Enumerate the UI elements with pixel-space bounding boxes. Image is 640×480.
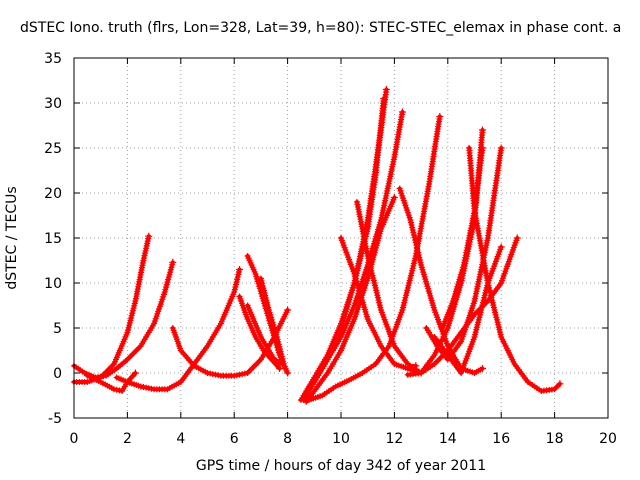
grid <box>74 58 608 418</box>
y-tick-label: 10 <box>44 276 62 292</box>
x-tick-label: 4 <box>176 431 185 447</box>
x-axis-label: GPS time / hours of day 342 of year 2011 <box>196 458 486 474</box>
y-tick-label: -5 <box>48 411 62 427</box>
data-point <box>513 234 521 242</box>
data-point <box>398 108 406 116</box>
data-point <box>479 365 487 372</box>
y-tick-label: 0 <box>53 366 62 382</box>
data-point <box>390 194 398 201</box>
y-axis-label: dSTEC / TECUs <box>4 186 20 289</box>
x-tick-label: 8 <box>283 431 292 447</box>
x-tick-label: 0 <box>70 431 79 447</box>
data-point <box>145 232 153 240</box>
x-tick-label: 2 <box>123 431 132 447</box>
x-tick-label: 16 <box>492 431 510 447</box>
x-tick-label: 12 <box>385 431 403 447</box>
data-point <box>479 144 487 152</box>
x-tick-label: 20 <box>599 431 617 447</box>
x-tick-label: 18 <box>546 431 564 447</box>
y-tick-label: 35 <box>44 51 62 67</box>
y-tick-label: 25 <box>44 141 62 157</box>
x-tick-label: 6 <box>230 431 239 447</box>
data-point <box>497 243 505 251</box>
data-point <box>380 95 388 102</box>
x-tick-label: 14 <box>439 431 457 447</box>
axis-ticks: 0 2 4 6 8 10 12 14 16 18 20 -5 0 5 10 15 20 25 30 35 <box>44 51 617 447</box>
data-point <box>131 369 139 377</box>
data-point <box>497 144 505 152</box>
series-layer <box>71 86 564 405</box>
data-point <box>169 258 177 266</box>
data-point <box>556 380 564 388</box>
data-point <box>284 306 292 314</box>
x-tick-label: 10 <box>332 431 350 447</box>
data-point <box>382 86 390 93</box>
data-point <box>276 365 284 372</box>
y-tick-label: 30 <box>44 96 62 112</box>
y-tick-label: 5 <box>53 321 62 337</box>
data-point <box>284 369 292 377</box>
series-line <box>72 234 151 384</box>
y-tick-label: 15 <box>44 231 62 247</box>
data-point <box>236 266 244 273</box>
chart-title: dSTEC Iono. truth (flrs, Lon=328, Lat=39… <box>20 20 621 36</box>
data-point <box>479 126 487 134</box>
y-tick-label: 20 <box>44 186 62 202</box>
data-point <box>436 113 444 120</box>
data-point <box>278 360 286 368</box>
